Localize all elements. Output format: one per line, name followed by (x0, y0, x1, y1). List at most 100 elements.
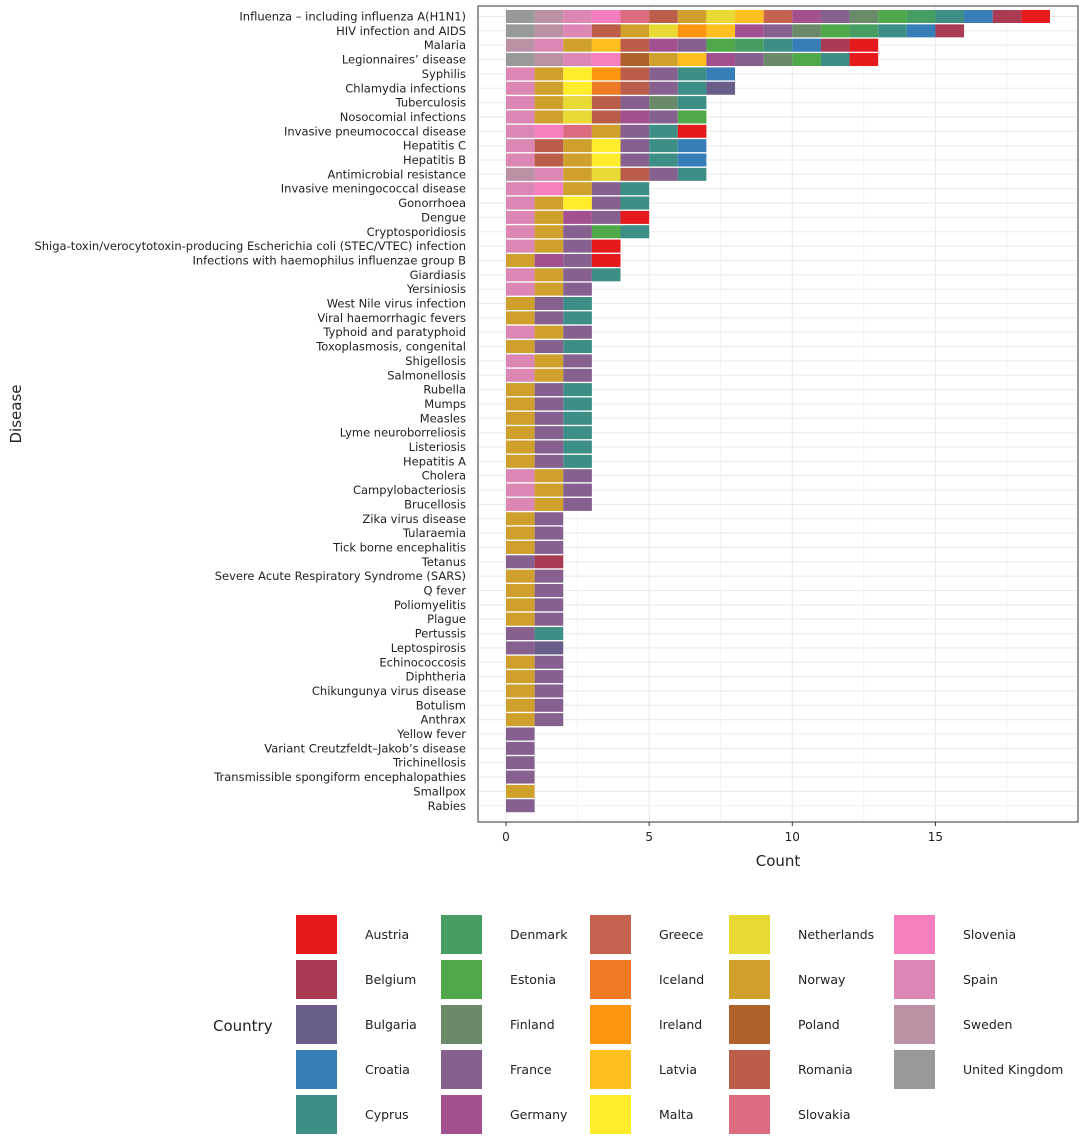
bar-segment-norway (506, 684, 535, 698)
bar-segment-estonia (591, 225, 621, 239)
y-tick-label: Yersiniosis (406, 282, 466, 296)
bar-stack-invasive-pneumococcal-disease (506, 124, 707, 138)
bar-segment-france (534, 383, 564, 397)
x-tick-label: 10 (785, 830, 800, 844)
bar-stack-typhoid-and-paratyphoid (506, 325, 592, 339)
bar-segment-croatia (792, 38, 821, 52)
bar-stack-tuberculosis (506, 96, 707, 110)
bar-segment-romania (620, 38, 650, 52)
bar-segment-belgium (935, 24, 965, 38)
x-tick-label: 5 (645, 830, 653, 844)
bar-segment-sweden (506, 38, 535, 52)
legend-swatch (729, 1050, 770, 1089)
y-tick-label: Trichinellosis (392, 756, 466, 770)
bar-stack-invasive-meningococcal-disease (506, 182, 650, 196)
y-tick-label: Viral haemorrhagic fevers (317, 311, 466, 325)
bar-segment-cyprus (591, 268, 621, 282)
bar-segment-norway (534, 368, 564, 382)
bar-segment-austria (1021, 10, 1050, 23)
bar-segment-germany (649, 38, 678, 52)
bar-segment-belgium (992, 10, 1022, 23)
legend-item-norway: Norway (729, 960, 846, 999)
bar-segment-france (534, 612, 564, 626)
bar-segment-cyprus (620, 196, 650, 210)
y-tick-label: Smallpox (413, 784, 466, 798)
legend-swatch (296, 1095, 337, 1134)
bar-segment-france (506, 627, 535, 641)
bar-segment-slovenia (591, 53, 621, 67)
legend-label: Romania (798, 1062, 853, 1077)
bar-stack-shiga-toxin-verocytotoxin-producing-escherichia-coli-stec-vtec-infection (506, 239, 621, 253)
bar-segment-norway (534, 354, 564, 368)
y-tick-label: Giardiasis (410, 268, 466, 282)
bar-segment-malta (563, 196, 592, 210)
bar-stack-plague (506, 612, 564, 626)
legend-label: Denmark (510, 927, 568, 942)
bar-segment-poland (620, 53, 650, 67)
bar-stack-hiv-infection-and-aids (506, 24, 965, 38)
bar-segment-norway (534, 325, 564, 339)
bar-segment-norway (534, 268, 564, 282)
bar-segment-romania (649, 10, 678, 23)
bar-segment-latvia (677, 53, 707, 67)
bar-segment-netherlands (649, 24, 678, 38)
bar-segment-estonia (820, 24, 850, 38)
bar-stack-q-fever (506, 584, 564, 597)
bar-segment-sweden (534, 53, 564, 67)
bar-segment-france (563, 368, 592, 382)
bar-stack-tularaemia (506, 526, 564, 540)
bar-stack-zika-virus-disease (506, 512, 564, 526)
legend-item-croatia: Croatia (296, 1050, 410, 1089)
bar-segment-france (649, 67, 678, 81)
bar-stack-chikungunya-virus-disease (506, 684, 564, 698)
bar-stack-echinococcosis (506, 655, 564, 669)
bar-segment-norway (534, 469, 564, 483)
bar-segment-norway (506, 311, 535, 325)
bar-segment-spain (506, 210, 535, 224)
bar-segment-france (649, 110, 678, 124)
bar-segment-germany (534, 253, 564, 267)
bar-segment-spain (506, 497, 535, 511)
legend-label: Germany (510, 1107, 568, 1122)
bar-segment-norway (620, 24, 650, 38)
y-tick-label: Hepatitis B (403, 153, 466, 167)
bar-segment-spain (506, 268, 535, 282)
bar-segment-france (534, 340, 564, 354)
bar-segment-france (534, 526, 564, 540)
bar-segment-cyprus (563, 311, 592, 325)
plot-border (477, 5, 1079, 823)
legend-item-greece: Greece (590, 915, 704, 954)
bar-segment-france (534, 512, 564, 526)
bar-segment-slovakia (620, 10, 650, 23)
y-tick-label: Lyme neuroborreliosis (340, 426, 466, 440)
y-tick-label: Variant Creutzfeldt–Jakob’s disease (264, 741, 466, 755)
bar-stack-botulism (506, 698, 564, 712)
bar-segment-spain (506, 196, 535, 210)
legend-swatch (894, 960, 935, 999)
bar-stack-trichinellosis (506, 756, 535, 770)
legend-label: Latvia (659, 1062, 697, 1077)
bar-segment-finland (649, 96, 678, 110)
bar-segment-spain (506, 469, 535, 483)
legend-swatch (441, 1050, 482, 1089)
bar-segment-denmark (906, 10, 936, 23)
bar-stack-malaria (506, 38, 879, 52)
bar-stack-antimicrobial-resistance (506, 167, 707, 181)
bar-segment-france (534, 440, 564, 454)
bar-segment-norway (534, 196, 564, 210)
bar-stack-syphilis (506, 67, 736, 81)
legend-label: Estonia (510, 972, 556, 987)
bar-segment-norway (506, 297, 535, 310)
y-tick-label: Echinococcosis (379, 655, 466, 669)
bar-segment-france (563, 469, 592, 483)
y-tick-label: Shiga-toxin/verocytotoxin-producing Esch… (34, 239, 466, 253)
y-tick-labels: Influenza – including influenza A(H1N1)H… (34, 10, 466, 813)
bar-segment-france (534, 713, 564, 727)
y-tick-label: Rubella (423, 383, 466, 397)
legend-label: Slovenia (963, 927, 1016, 942)
y-tick-label: Pertussis (415, 627, 466, 641)
bar-segment-united-kingdom (506, 53, 535, 67)
bar-stack-cholera (506, 469, 592, 483)
bar-segment-croatia (677, 153, 707, 167)
